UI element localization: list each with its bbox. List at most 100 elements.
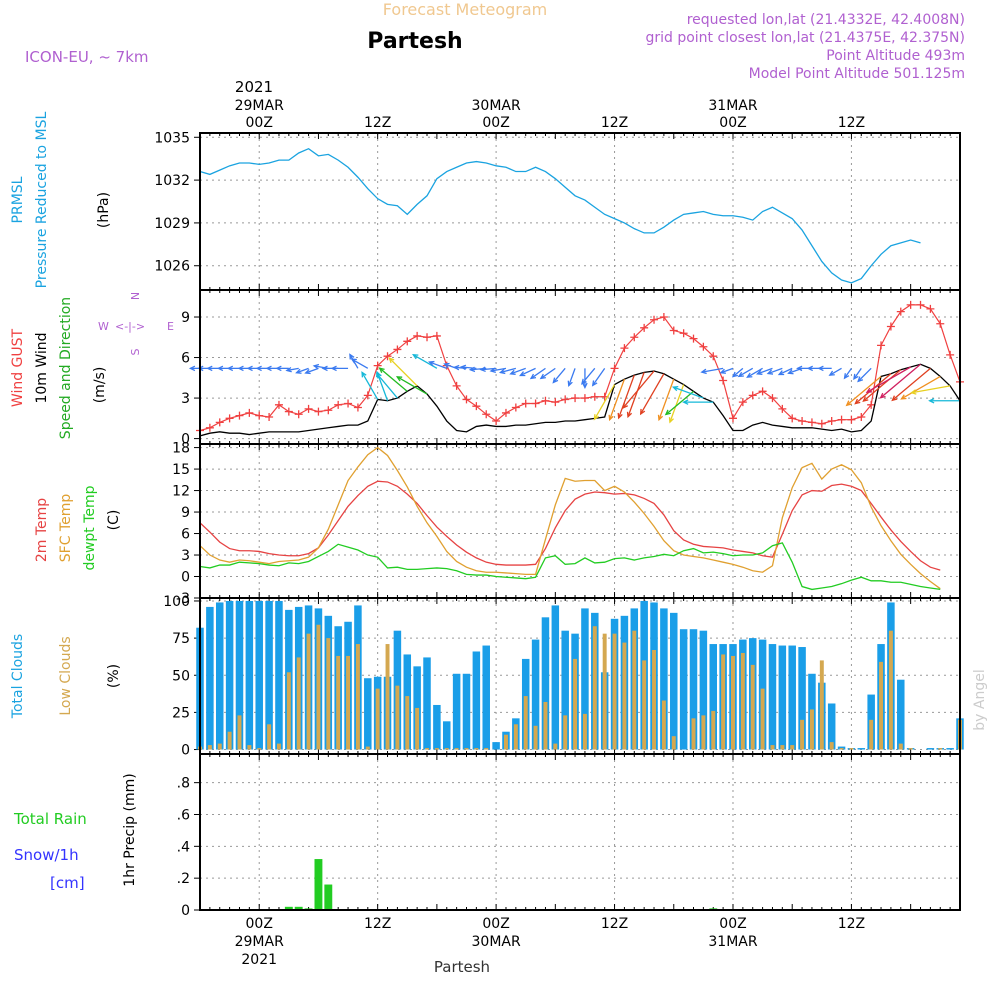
gust-point bbox=[719, 376, 728, 385]
total-cloud-bar bbox=[255, 600, 263, 750]
y-tick-label: 1032 bbox=[154, 173, 190, 189]
compass-south: S bbox=[129, 348, 142, 355]
wind-arrow-head bbox=[529, 373, 537, 380]
wind-arrow-head bbox=[479, 366, 486, 373]
y-tick-label: 0 bbox=[181, 903, 190, 919]
wind-direction-arrow bbox=[857, 367, 872, 382]
y-tick-label: 6 bbox=[181, 527, 190, 543]
low-cloud-bar bbox=[800, 719, 805, 750]
low-cloud-bar bbox=[849, 748, 854, 750]
wind-direction-arrow bbox=[673, 386, 704, 399]
wind-arrow-head bbox=[608, 414, 614, 422]
wind-direction-arrow bbox=[552, 367, 566, 383]
y-tick-label: 12 bbox=[172, 484, 190, 500]
gust-point bbox=[452, 381, 461, 390]
wind-direction-arrow bbox=[846, 375, 882, 406]
low-cloud-bar bbox=[504, 734, 508, 750]
wind-arrow-head bbox=[375, 372, 382, 379]
low-cloud-bar bbox=[819, 660, 824, 750]
model-altitude: Model Point Altitude 501.125m bbox=[749, 66, 965, 82]
wind-arrow-head bbox=[453, 364, 460, 371]
wind-arrow-head bbox=[591, 380, 598, 387]
gust-point bbox=[215, 418, 224, 427]
wind-direction-arrow bbox=[738, 367, 754, 377]
low-cloud-bar bbox=[573, 658, 578, 750]
top-time-label: 29MAR bbox=[235, 98, 284, 114]
wind-arrow-head bbox=[582, 382, 588, 390]
gust-point bbox=[630, 333, 639, 342]
wind-arrow-head bbox=[361, 371, 367, 378]
gust-point bbox=[472, 402, 481, 411]
gust-line bbox=[199, 304, 961, 432]
rain-bar bbox=[324, 884, 333, 910]
wind-direction-arrow bbox=[376, 373, 398, 399]
gust-point bbox=[728, 414, 737, 423]
wind-direction-arrow bbox=[286, 367, 299, 372]
gust-point bbox=[413, 331, 422, 340]
wind-arrow-head bbox=[731, 371, 739, 378]
wind-direction-arrow bbox=[396, 376, 428, 395]
wind-arrow-head bbox=[265, 365, 272, 372]
temp-label-1: 2m Temp bbox=[34, 498, 50, 562]
gust-point bbox=[432, 331, 441, 340]
wind-arrow-head bbox=[862, 396, 869, 403]
wind-arrow-head bbox=[737, 371, 744, 378]
low-cloud-bar bbox=[247, 745, 252, 750]
wind-arrow-head bbox=[567, 380, 573, 388]
gust-point bbox=[521, 399, 530, 408]
wind-arrow-head bbox=[746, 372, 753, 378]
gust-point bbox=[393, 345, 402, 354]
wind-arrow-head bbox=[626, 411, 633, 419]
wind-direction-arrow bbox=[568, 368, 576, 386]
wind-direction-arrow bbox=[413, 354, 438, 369]
cloud-label-1: Total Clouds bbox=[10, 634, 26, 719]
low-cloud-bar bbox=[602, 633, 607, 750]
gust-point bbox=[650, 315, 659, 324]
model-label: ICON-EU, ~ 7km bbox=[25, 48, 149, 66]
precip-panel: 0 .2 .4 .6 .8 bbox=[177, 753, 961, 919]
low-cloud-bar bbox=[484, 748, 489, 750]
wind-direction-arrow bbox=[720, 367, 734, 374]
low-cloud-bar bbox=[276, 743, 281, 750]
gust-point bbox=[857, 412, 866, 421]
gust-point bbox=[620, 344, 629, 353]
y-tick-label: 9 bbox=[181, 310, 190, 326]
wind-arrow-head bbox=[777, 370, 785, 376]
total-cloud-bar bbox=[482, 645, 490, 750]
wind-arrow-head bbox=[617, 412, 623, 420]
low-cloud-bar bbox=[316, 624, 321, 750]
wind-direction-arrow bbox=[853, 367, 862, 380]
wind-direction-arrow bbox=[862, 369, 902, 402]
y-tick-label: 3 bbox=[181, 391, 190, 407]
wind-arrow-head bbox=[843, 373, 850, 380]
wind-arrow-head bbox=[498, 368, 506, 375]
wind-arrow-head bbox=[817, 365, 824, 372]
wind-direction-arrow bbox=[520, 367, 536, 377]
low-cloud-bar bbox=[869, 719, 874, 750]
gust-point bbox=[709, 352, 718, 361]
wind-arrow-head bbox=[854, 398, 861, 405]
wind-unit: (m/s) bbox=[92, 367, 108, 404]
wind-direction-arrow bbox=[379, 367, 408, 392]
top-time-label: 30MAR bbox=[472, 98, 521, 114]
low-cloud-bar bbox=[740, 652, 745, 750]
low-cloud-bar bbox=[632, 630, 637, 750]
total-cloud-bar bbox=[472, 651, 481, 750]
wind-direction-arrow bbox=[829, 367, 842, 376]
wind-arrow-head bbox=[910, 389, 917, 395]
wind-arrow-head bbox=[593, 414, 600, 421]
gust-point bbox=[847, 415, 856, 424]
gust-point bbox=[423, 333, 432, 342]
gust-point bbox=[886, 322, 895, 331]
gust-point bbox=[274, 400, 283, 409]
low-cloud-bar bbox=[444, 748, 449, 750]
y-tick-label: 0 bbox=[181, 432, 190, 448]
bottom-time-label: 30MAR bbox=[472, 934, 521, 950]
cloud-panel-labels: Total Clouds Low Clouds (%) bbox=[10, 634, 122, 719]
gust-point bbox=[738, 398, 747, 407]
pressure-line bbox=[199, 147, 921, 284]
total-cloud-bar bbox=[709, 644, 717, 750]
low-cloud-bar bbox=[908, 748, 913, 750]
low-cloud-bar bbox=[217, 743, 222, 750]
total-cloud-bar bbox=[235, 600, 244, 750]
